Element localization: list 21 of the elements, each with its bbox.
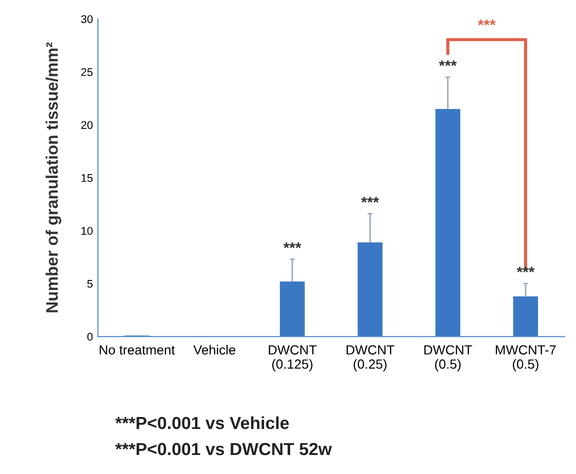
x-tick-label: DWCNT (0.25) xyxy=(346,345,394,372)
x-tick-label: Vehicle xyxy=(193,344,236,355)
annotation: *** xyxy=(283,242,302,248)
annotation: *** xyxy=(478,20,496,26)
x-tick-label: DWCNT (0.5) xyxy=(424,345,472,372)
y-tick-label: 30 xyxy=(81,15,93,24)
text: ***P<0.001 vs Vehicle xyxy=(115,416,289,430)
y-tick-label: 10 xyxy=(82,226,93,235)
y-tick-label: 5 xyxy=(87,280,93,288)
y-tick-label: 15 xyxy=(82,174,93,182)
x-tick-label: MWCNT-7 (0.5) xyxy=(496,345,556,372)
annotation: *** xyxy=(361,196,379,203)
y-axis-title: Number of granulation tissue/mm² xyxy=(46,42,62,312)
x-tick-label: No treatment xyxy=(100,345,175,355)
text: ***P<0.001 vs DWCNT 52w xyxy=(115,442,332,456)
x-tick-label: DWCNT (0.125) xyxy=(268,345,317,372)
annotation: *** xyxy=(438,60,457,66)
y-tick-label: 25 xyxy=(81,68,93,76)
y-tick-label: 0 xyxy=(87,332,93,341)
annotation: *** xyxy=(516,266,534,272)
y-tick-label: 20 xyxy=(81,121,93,129)
